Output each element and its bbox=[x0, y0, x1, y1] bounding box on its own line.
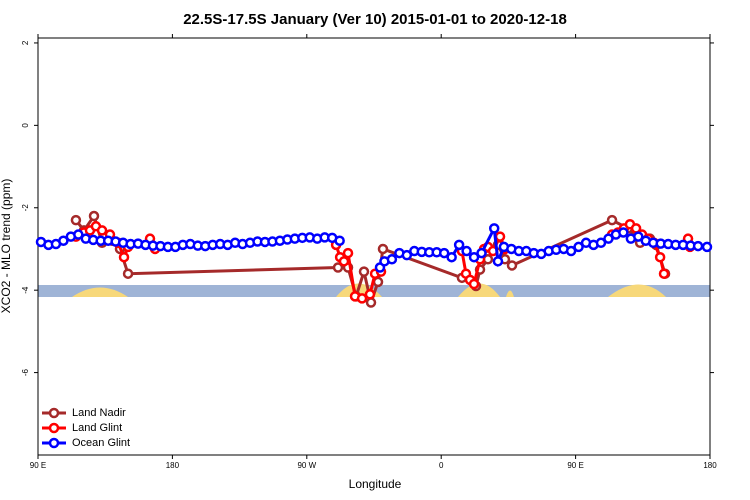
y-axis-label: XCO2 - MLO trend (ppm) bbox=[0, 179, 13, 314]
land-patch bbox=[506, 290, 514, 297]
y-tick-label: -2 bbox=[21, 204, 30, 212]
y-tick-label: 2 bbox=[21, 40, 30, 45]
x-tick-label: 90 W bbox=[297, 461, 316, 470]
x-tick-label: 180 bbox=[703, 461, 717, 470]
legend: Land Nadir Land Glint Ocean Glint bbox=[42, 407, 130, 449]
data-point bbox=[692, 240, 704, 252]
y-tick-label: 0 bbox=[21, 123, 30, 128]
data-point bbox=[438, 247, 450, 259]
legend-label: Ocean Glint bbox=[72, 437, 130, 449]
legend-marker bbox=[48, 407, 60, 419]
x-tick-label: 90 E bbox=[567, 461, 583, 470]
data-point bbox=[488, 223, 500, 234]
x-tick-label: 0 bbox=[439, 461, 444, 470]
data-point bbox=[386, 254, 398, 265]
legend-marker bbox=[48, 437, 60, 449]
data-point bbox=[122, 268, 134, 279]
data-point bbox=[453, 239, 465, 251]
data-point bbox=[358, 266, 370, 277]
x-axis-label: Longitude bbox=[349, 477, 402, 491]
data-point bbox=[364, 289, 376, 300]
data-point bbox=[468, 251, 480, 263]
data-point bbox=[603, 233, 614, 244]
data-point bbox=[334, 235, 345, 246]
data-point bbox=[96, 225, 108, 236]
data-point bbox=[118, 251, 130, 263]
data-point bbox=[468, 278, 480, 290]
y-tick-label: -6 bbox=[21, 368, 30, 376]
data-point bbox=[701, 241, 713, 253]
x-tick-label: 180 bbox=[166, 461, 180, 470]
land-patch bbox=[608, 284, 666, 297]
legend-label: Land Nadir bbox=[72, 407, 126, 419]
data-point bbox=[654, 251, 666, 263]
data-point bbox=[476, 247, 487, 259]
y-tick-label: -4 bbox=[21, 286, 30, 294]
data-point bbox=[461, 245, 472, 257]
land-patch bbox=[72, 287, 128, 297]
data-point bbox=[332, 262, 344, 273]
data-point bbox=[606, 214, 618, 226]
data-point bbox=[492, 256, 504, 267]
data-point bbox=[342, 247, 354, 259]
data-point bbox=[618, 227, 629, 238]
data-point bbox=[73, 229, 84, 240]
data-point bbox=[494, 231, 506, 242]
data-point bbox=[658, 268, 670, 279]
chart-title: 22.5S-17.5S January (Ver 10) 2015-01-01 … bbox=[183, 11, 567, 28]
data-point bbox=[88, 210, 100, 222]
data-point bbox=[377, 243, 389, 255]
legend-marker bbox=[48, 422, 60, 434]
data-point bbox=[365, 297, 377, 308]
data-point bbox=[446, 251, 457, 263]
data-point bbox=[565, 245, 577, 257]
data-point bbox=[506, 260, 518, 271]
legend-label: Land Glint bbox=[72, 422, 122, 434]
data-point bbox=[633, 231, 644, 242]
data-point bbox=[401, 249, 413, 261]
data-point bbox=[573, 241, 584, 253]
x-tick-label: 90 E bbox=[30, 461, 46, 470]
data-point bbox=[595, 237, 607, 249]
data-point bbox=[356, 293, 368, 304]
data-point bbox=[338, 256, 350, 267]
data-point bbox=[58, 235, 69, 246]
data-point bbox=[70, 214, 82, 226]
